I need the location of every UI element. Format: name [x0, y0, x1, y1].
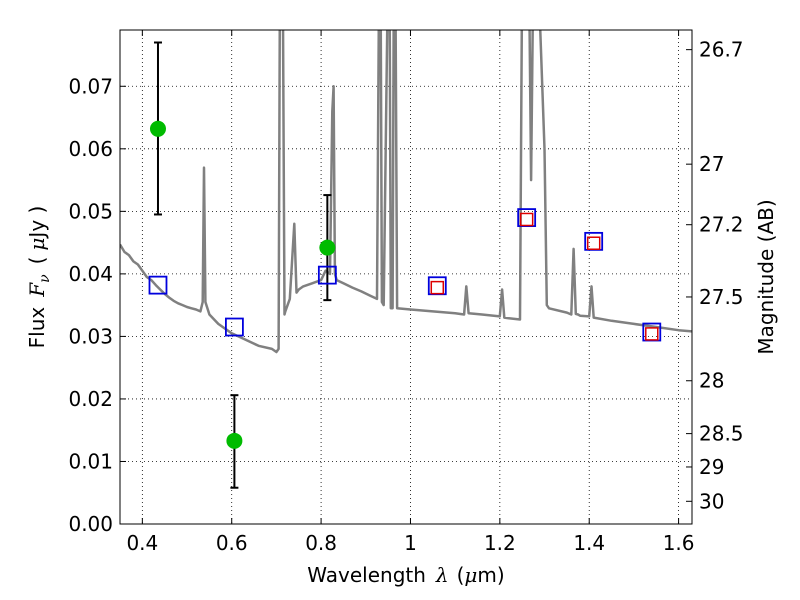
y-axis-label: FluxFν(μJy )	[25, 206, 53, 349]
y-tick-label: 0.01	[68, 449, 113, 473]
model-photometry-nir-square	[586, 236, 601, 250]
plot-frame	[119, 29, 693, 525]
tick-layer: 0.4 0.6 0.8 1 1.2 1.4 1.6 0.00 0.01 0.02 0.03 0.04 0…	[68, 30, 744, 555]
x-axis-label: Wavelength λ (μm)	[307, 563, 504, 587]
mag-tick-label: 28.5	[699, 422, 744, 446]
x-tick-label: 1.4	[573, 531, 605, 555]
model-photometry-square	[317, 265, 337, 285]
x-tick-label: 0.4	[126, 531, 158, 555]
y-tick-label: 0.00	[68, 512, 113, 536]
model-photometry-nir-square	[430, 280, 445, 295]
mag-tick-label: 30	[699, 489, 724, 513]
mag-tick-label: 27.2	[699, 213, 744, 237]
model-photometry-square	[148, 275, 168, 295]
mag-tick-label: 28	[699, 369, 724, 393]
y2-axis-label: Magnitude (AB)	[754, 199, 778, 354]
mag-tick-label: 26.7	[699, 38, 744, 62]
observed-point	[149, 120, 166, 137]
marker-layer	[148, 41, 662, 489]
x-tick-label: 1.2	[484, 531, 516, 555]
observed-point	[319, 239, 336, 256]
x-tick-label: 1.6	[663, 531, 695, 555]
x-tick-label: 0.6	[216, 531, 248, 555]
y-tick-label: 0.04	[68, 262, 113, 286]
spectrum-layer	[120, 30, 692, 354]
x-tick-label: 1	[404, 531, 417, 555]
y-tick-label: 0.06	[68, 137, 113, 161]
y-tick-label: 0.07	[68, 74, 113, 98]
model-photometry-nir-square	[519, 212, 534, 227]
model-photometry-square	[224, 317, 244, 337]
y-tick-label: 0.02	[68, 387, 113, 411]
y-tick-label: 0.03	[68, 324, 113, 348]
model-photometry-nir-square	[645, 327, 659, 341]
mag-tick-label: 27	[699, 152, 724, 176]
y-tick-label: 0.05	[68, 199, 113, 223]
observed-point	[226, 432, 243, 449]
x-tick-label: 0.8	[305, 531, 337, 555]
spectrum-line	[120, 30, 692, 354]
mag-tick-label: 29	[699, 455, 724, 479]
mag-tick-label: 27.5	[699, 285, 744, 309]
